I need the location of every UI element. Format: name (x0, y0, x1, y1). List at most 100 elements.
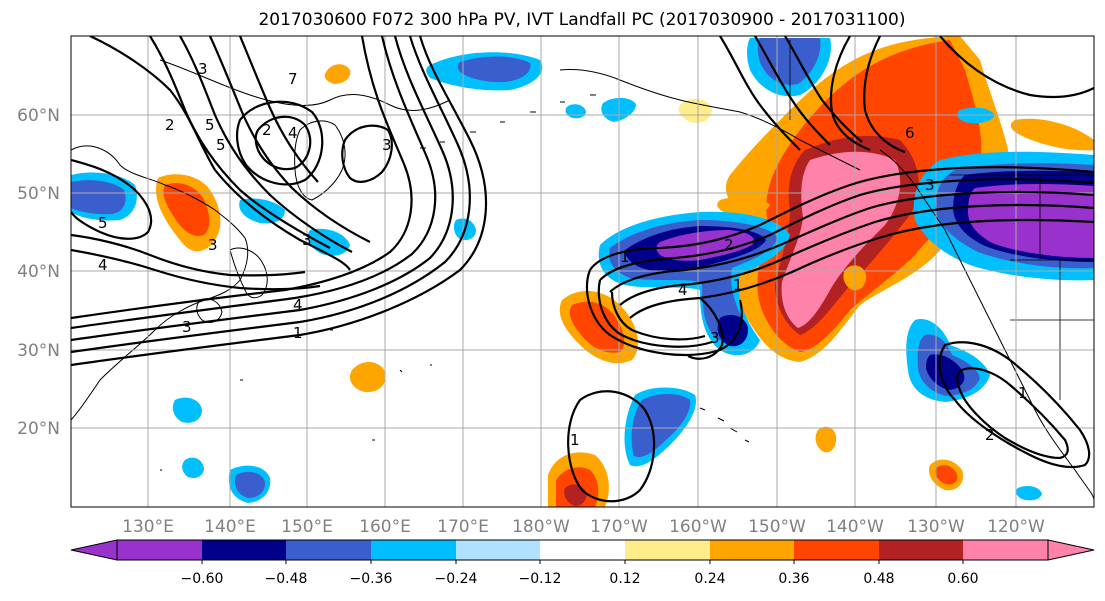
contour-nw-2 (149, 36, 331, 249)
pv-shade-east-pink (781, 151, 901, 328)
contour-e-loop2 (597, 279, 713, 348)
contour-label: 3 (302, 231, 312, 249)
lat-label-60n: 60°N (17, 106, 60, 126)
pv-shade-ne-orange (1010, 118, 1094, 151)
lat-label-40n: 40°N (17, 262, 60, 282)
kamchatka-coastline (294, 120, 346, 201)
colorbar-right-extend (1047, 539, 1095, 561)
lon-label: 170°E (437, 517, 489, 537)
lon-label: 160°W (669, 517, 727, 537)
colorbar-swatch (540, 540, 625, 560)
contour-label: 3 (182, 318, 192, 336)
pv-shade-sw-midblue2 (234, 471, 266, 498)
lon-label: 130°E (122, 517, 174, 537)
latitude-labels: 60°N 50°N 40°N 30°N 20°N (17, 106, 60, 439)
contour-label: 5 (98, 214, 108, 232)
lon-label: 150°E (281, 517, 333, 537)
contour-w-1 (71, 36, 488, 367)
contour-label: 4 (98, 256, 108, 274)
contour-w-3 (71, 36, 454, 342)
contour-ne-5 (829, 36, 871, 152)
lon-label: 150°W (748, 517, 806, 537)
colorbar-swatch (879, 540, 963, 560)
contour-label: 1 (1018, 384, 1028, 402)
colorbar-swatch (710, 540, 794, 560)
asia-coastline (71, 145, 249, 421)
contour-s-1 (567, 390, 656, 503)
contour-label: 3 (198, 60, 208, 78)
colorbar-swatch (371, 540, 456, 560)
pv-shade-mid-orange2 (717, 196, 770, 216)
contour-label: 1 (733, 276, 743, 294)
contour-ne-3 (784, 36, 863, 143)
pv-shade-se-red (935, 465, 958, 485)
contour-e-3 (609, 190, 1094, 293)
colorbar-tick-label: 0.24 (694, 571, 725, 587)
pv-shade-mid-small-orange (815, 426, 837, 453)
contour-label: 3 (208, 236, 218, 254)
contour-nw-1 (89, 36, 351, 271)
colorbar: −0.60 −0.48 −0.36 −0.24 −0.12 0.12 0.24 … (70, 539, 1095, 587)
colorbar-swatch (202, 540, 286, 560)
colorbar-swatch (625, 540, 710, 560)
hawaii (699, 407, 750, 443)
lon-label: 140°E (204, 517, 256, 537)
alaska-coastline (559, 69, 861, 171)
lat-label-20n: 20°N (17, 419, 60, 439)
pv-shade-w-midblue (71, 180, 126, 215)
colorbar-left-extend (70, 539, 118, 561)
contour-nw-ring (254, 115, 312, 171)
us-state-lines (1010, 175, 1094, 400)
contour-w-left2 (71, 233, 306, 277)
contour-e-loop3 (610, 291, 706, 341)
pv-positive-anomaly-shading (156, 36, 1094, 507)
contour-ne-2 (754, 36, 831, 146)
contour-nw-ring2 (235, 100, 324, 186)
figure-title: 2017030600 F072 300 hPa PV, IVT Landfall… (258, 10, 905, 30)
contour-e-4 (619, 203, 1094, 306)
contour-e-5 (629, 218, 1094, 319)
contour-w-left (71, 158, 153, 240)
pv-shade-mid-red (569, 301, 625, 353)
political-borders (789, 40, 1094, 400)
colorbar-swatch (456, 540, 540, 560)
contour-label: 6 (905, 124, 915, 142)
map-frame (70, 35, 1095, 508)
contour-label: 3 (710, 329, 720, 347)
contour-label: 4 (293, 296, 303, 314)
contour-label: 2 (262, 121, 272, 139)
colorbar-tick-label: 0.36 (778, 571, 809, 587)
contour-label: 1 (293, 324, 303, 342)
colorbar-tick-label: −0.12 (519, 571, 562, 587)
contour-se-2 (956, 367, 1069, 460)
contour-w-4 (71, 36, 437, 330)
colorbar-swatch (286, 540, 371, 560)
contour-label: 2 (165, 116, 175, 134)
contour-nw-3 (179, 36, 353, 253)
pv-shade-mid-purple (656, 230, 754, 261)
colorbar-tick-label: 0.60 (947, 571, 978, 587)
contour-label: 3 (925, 176, 935, 194)
longitude-labels: 130°E 140°E 150°E 160°E 170°E 180°W 170°… (122, 517, 1045, 537)
contour-label: 7 (288, 70, 298, 88)
contour-e-loop1 (585, 269, 743, 357)
contour-label: 5 (205, 116, 215, 134)
contour-e-2 (599, 178, 1094, 281)
lon-label: 170°W (590, 517, 648, 537)
colorbar-outline (116, 539, 1049, 561)
contour-e-1 (589, 166, 1094, 271)
contour-w-5 (71, 36, 413, 320)
colorbar-swatch (117, 540, 202, 560)
pv-shade-nw-orange (324, 64, 351, 84)
lon-label: 160°E (359, 517, 411, 537)
graticule (71, 36, 1094, 507)
colorbar-tick-label: 0.12 (609, 571, 640, 587)
contour-ne-1 (719, 36, 801, 151)
pv-shade-w-red (163, 183, 210, 237)
colorbar-tick-label: −0.24 (435, 571, 478, 587)
pv-shade-sw-lightblue3 (182, 457, 204, 478)
pv-shade-se-lightblue2 (1015, 486, 1042, 501)
colorbar-tick-label: −0.60 (181, 571, 224, 587)
contour-label: 4 (288, 124, 298, 142)
